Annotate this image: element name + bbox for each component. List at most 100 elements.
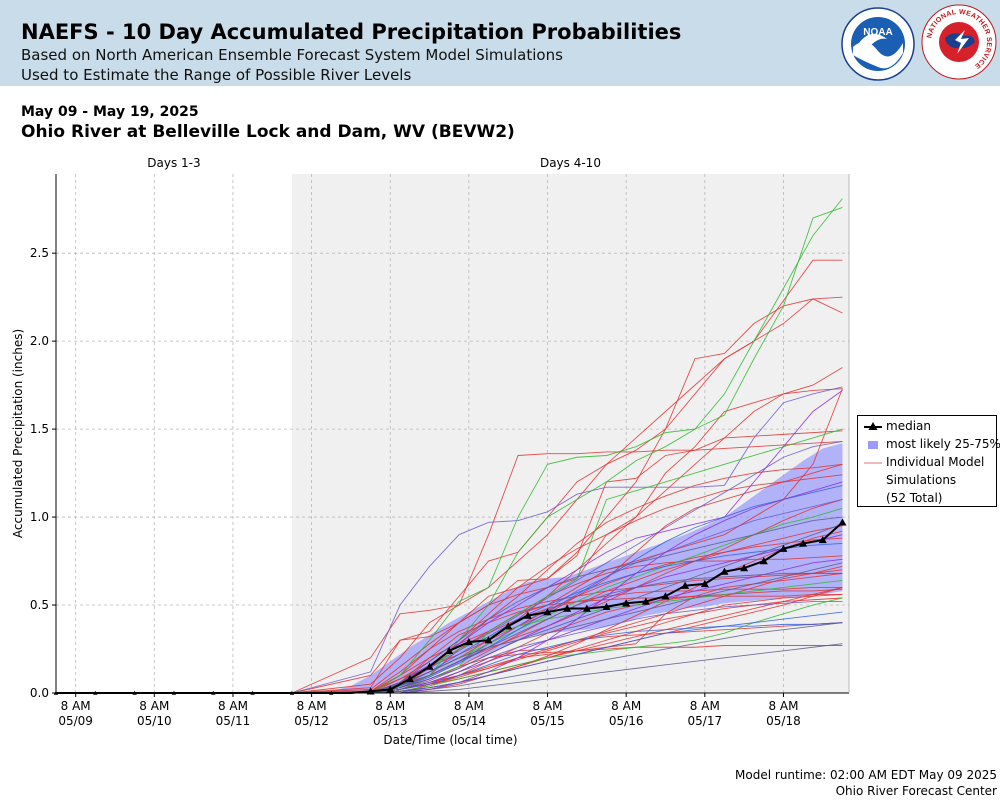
legend-label-band: most likely 25-75% (886, 437, 1000, 451)
x-tick-time-label: 8 AM (297, 699, 327, 713)
member-line (291, 562, 843, 694)
svg-text:NOAA: NOAA (863, 27, 892, 38)
y-axis-title: Accumulated Precipitation (inches) (11, 329, 25, 538)
median-point (818, 535, 827, 544)
legend-label-individual: Individual Model (886, 455, 985, 469)
median-point (405, 674, 414, 683)
nws-logo[interactable]: NATIONAL WEATHER SERVICE (921, 4, 997, 80)
median-point (445, 646, 454, 654)
individual-swatch (864, 462, 882, 464)
x-tick-time-label: 8 AM (139, 699, 169, 713)
forecast-office: Ohio River Forecast Center (835, 784, 997, 798)
member-line (291, 474, 843, 694)
member-line (291, 611, 843, 694)
location-title: Ohio River at Belleville Lock and Dam, W… (21, 122, 515, 142)
median-point (700, 579, 709, 588)
x-tick-date-label: 05/17 (688, 714, 723, 728)
member-line (291, 558, 843, 694)
median-point (641, 597, 650, 605)
page-title: NAEFS - 10 Day Accumulated Precipitation… (21, 20, 682, 44)
median-point (681, 581, 690, 589)
member-line (291, 484, 843, 694)
x-tick-time-label: 8 AM (611, 699, 641, 713)
x-tick-date-label: 05/12 (294, 714, 329, 728)
x-tick-time-label: 8 AM (768, 699, 798, 713)
date-range: May 09 - May 19, 2025 (21, 104, 199, 120)
member-line (291, 523, 843, 694)
y-tick-label: 0.0 (30, 686, 49, 700)
x-tick-time-label: 8 AM (375, 699, 405, 713)
legend-label-total: (52 Total) (886, 491, 943, 505)
legend-label-simulations: Simulations (886, 473, 957, 487)
median-point (484, 636, 493, 644)
member-line (291, 643, 843, 694)
model-runtime: Model runtime: 02:00 AM EDT May 09 2025 (735, 768, 997, 782)
member-line (291, 645, 843, 694)
x-tick-time-label: 8 AM (533, 699, 563, 713)
member-line (291, 296, 843, 694)
member-line (291, 597, 843, 694)
x-tick-time-label: 8 AM (61, 699, 91, 713)
median-point (661, 592, 670, 600)
member-line (291, 622, 843, 694)
x-tick-time-label: 8 AM (690, 699, 720, 713)
median-point (720, 567, 729, 575)
x-axis-title: Date/Time (local time) (383, 733, 517, 747)
noaa-logo[interactable]: NOAA (841, 7, 915, 81)
member-line (291, 207, 843, 694)
median-point (779, 544, 788, 552)
member-line (291, 390, 843, 694)
period-label-days-1-3: Days 1-3 (147, 156, 200, 170)
median-point (759, 557, 768, 565)
chart-legend: median most likely 25-75% Individual Mod… (857, 415, 1000, 507)
median-point (799, 539, 808, 547)
median-point (425, 662, 434, 670)
median-point (602, 602, 611, 610)
y-tick-label: 2.0 (30, 334, 49, 348)
member-line (291, 430, 843, 694)
median-point (523, 611, 532, 619)
y-tick-label: 1.5 (30, 422, 49, 436)
likely-range-band (311, 443, 843, 693)
x-tick-date-label: 05/14 (452, 714, 487, 728)
subtitle-line-1: Based on North American Ensemble Forecas… (21, 46, 563, 64)
x-tick-date-label: 05/09 (58, 714, 93, 728)
median-point (838, 518, 847, 526)
member-line (291, 440, 843, 694)
median-point (464, 637, 473, 646)
median-point (543, 608, 552, 616)
x-tick-date-label: 05/13 (373, 714, 408, 728)
member-line (291, 516, 843, 694)
x-tick-time-label: 8 AM (454, 699, 484, 713)
x-tick-date-label: 05/11 (216, 714, 251, 728)
median-point (563, 604, 572, 612)
y-tick-label: 0.5 (30, 598, 49, 612)
x-tick-date-label: 05/15 (530, 714, 565, 728)
median-point (582, 604, 591, 612)
member-line (291, 440, 843, 694)
period-label-days-4-10: Days 4-10 (540, 156, 601, 170)
member-line (291, 569, 843, 694)
member-line (291, 534, 843, 694)
member-line (291, 572, 843, 694)
x-tick-time-label: 8 AM (218, 699, 248, 713)
member-line (291, 259, 843, 694)
band-swatch (868, 441, 878, 449)
y-tick-label: 1.0 (30, 510, 49, 524)
median-point (740, 564, 749, 572)
member-line (291, 622, 843, 694)
member-line (291, 594, 843, 694)
median-point (504, 622, 513, 630)
median-swatch (864, 422, 882, 430)
legend-label-median: median (886, 419, 931, 433)
x-tick-date-label: 05/18 (766, 714, 801, 728)
header-banner: NAEFS - 10 Day Accumulated Precipitation… (0, 0, 1000, 86)
x-tick-date-label: 05/10 (137, 714, 172, 728)
median-point (386, 685, 395, 693)
subtitle-line-2: Used to Estimate the Range of Possible R… (21, 66, 412, 84)
median-point (622, 599, 631, 607)
member-line (291, 298, 843, 694)
x-tick-date-label: 05/16 (609, 714, 644, 728)
y-tick-label: 2.5 (30, 246, 49, 260)
